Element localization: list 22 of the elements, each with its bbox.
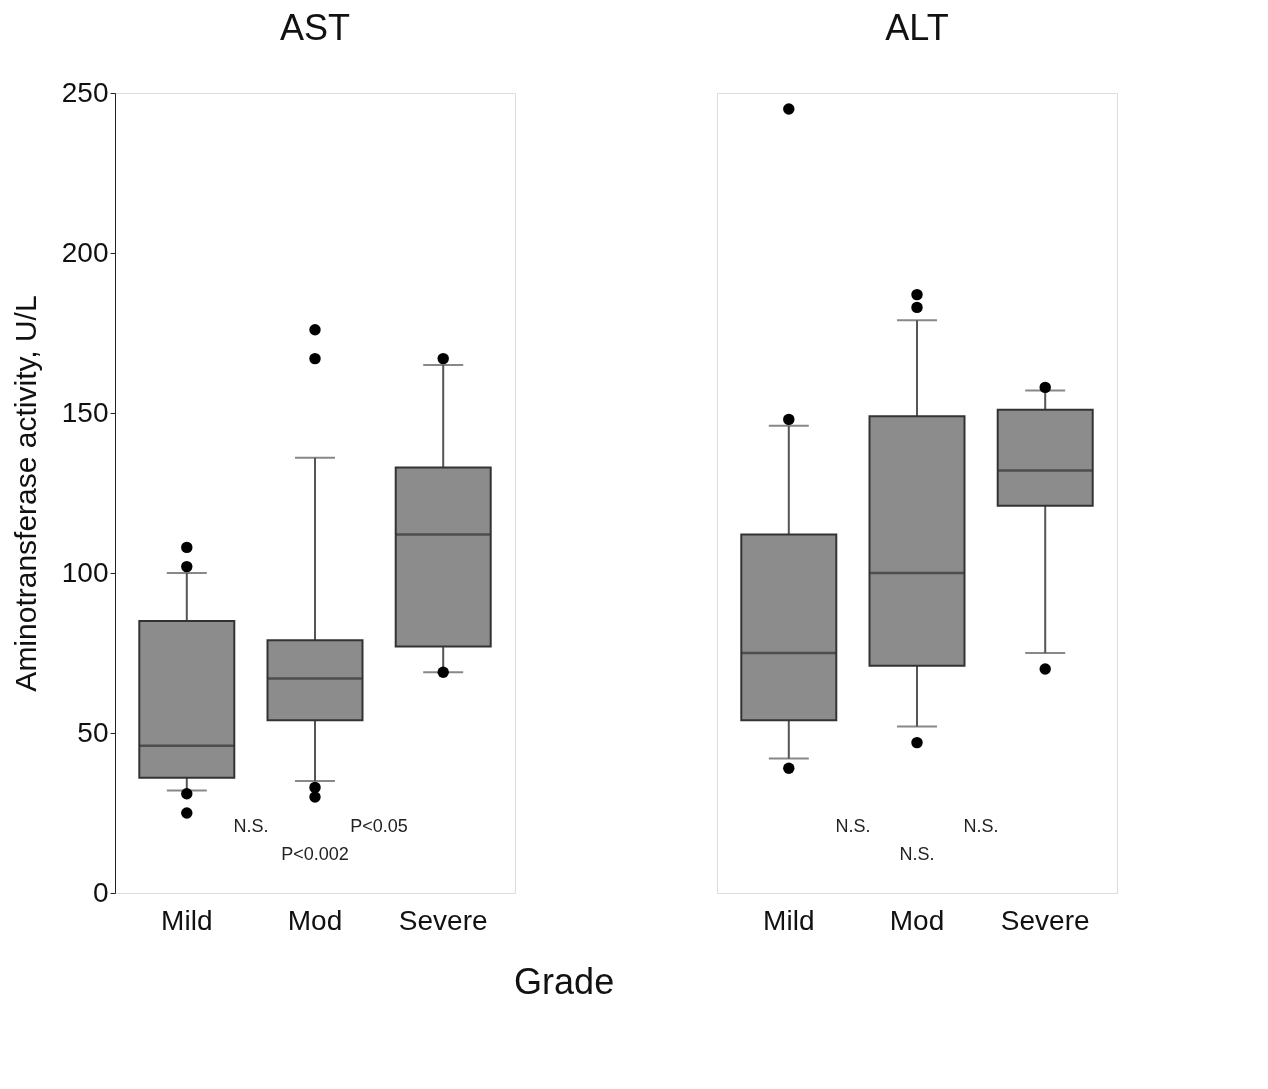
y-tick-label: 200 (61, 236, 109, 268)
chart-title: ALT (885, 7, 949, 48)
annotation: N.S. (835, 816, 871, 836)
x-tick-label: Severe (398, 904, 488, 936)
annotation: N.S. (233, 816, 269, 836)
y-tick-label: 250 (61, 76, 109, 108)
annotation: N.S. (963, 816, 999, 836)
y-tick-label: 50 (77, 716, 109, 748)
x-tick-label: Mild (763, 904, 815, 936)
chart-title: AST (279, 7, 351, 48)
y-tick-label: 150 (61, 396, 109, 428)
x-tick-label: Mild (161, 904, 213, 936)
x-axis-title: Grade (514, 960, 615, 1002)
annotation: N.S. (899, 844, 935, 864)
x-tick-label: Mod (889, 904, 945, 936)
y-tick-label: 0 (92, 876, 109, 908)
y-axis-title: Aminotransferase activity, U/L (8, 295, 42, 692)
y-tick-label: 100 (61, 556, 109, 588)
x-tick-label: Mod (287, 904, 343, 936)
annotation: P<0.05 (350, 816, 408, 836)
annotation: P<0.002 (281, 844, 349, 864)
x-tick-label: Severe (1000, 904, 1090, 936)
